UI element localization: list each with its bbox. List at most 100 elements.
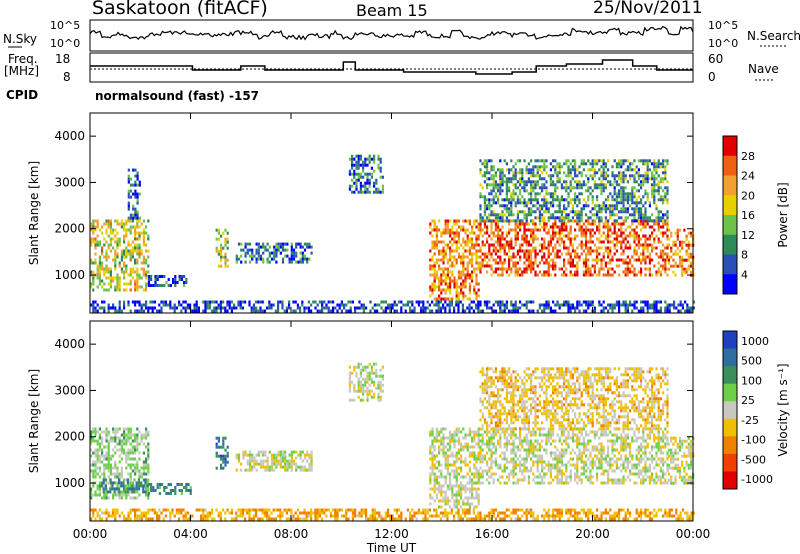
- range-cell: [556, 225, 559, 229]
- range-cell: [607, 168, 610, 172]
- range-cell: [240, 242, 243, 246]
- range-cell: [479, 255, 482, 259]
- range-cell: [505, 427, 508, 431]
- range-cell: [486, 177, 489, 181]
- range-cell: [508, 255, 511, 259]
- range-cell: [598, 219, 601, 223]
- range-cell: [567, 186, 570, 190]
- range-cell: [444, 273, 447, 277]
- range-cell: [543, 237, 546, 241]
- range-cell: [431, 457, 434, 461]
- range-cell: [140, 439, 143, 443]
- range-cell: [362, 386, 365, 390]
- range-cell: [681, 264, 684, 268]
- range-cell: [379, 398, 382, 402]
- range-cell: [129, 258, 132, 262]
- range-cell: [375, 368, 378, 372]
- range-cell: [473, 243, 476, 247]
- range-cell: [492, 309, 495, 313]
- range-cell: [105, 451, 108, 455]
- range-cell: [668, 303, 671, 307]
- range-cell: [640, 309, 643, 313]
- range-cell: [488, 439, 491, 443]
- range-cell: [657, 180, 660, 184]
- range-cell: [633, 252, 636, 256]
- range-cell: [676, 246, 679, 250]
- range-cell: [279, 465, 282, 469]
- range-cell: [486, 261, 489, 265]
- range-cell: [136, 249, 139, 253]
- range-cell: [514, 240, 517, 244]
- range-cell: [633, 168, 636, 172]
- range-cell: [438, 469, 441, 473]
- range-cell: [532, 264, 535, 268]
- range-cell: [514, 460, 517, 464]
- range-cell: [523, 249, 526, 253]
- range-cell: [651, 258, 654, 262]
- range-cell: [613, 204, 616, 208]
- range-cell: [582, 264, 585, 268]
- range-cell: [629, 192, 632, 196]
- range-cell: [488, 448, 491, 452]
- range-cell: [224, 228, 227, 232]
- range-cell: [466, 442, 469, 446]
- range-cell: [393, 303, 396, 307]
- range-cell: [567, 216, 570, 220]
- range-cell: [112, 448, 115, 452]
- range-cell: [631, 198, 634, 202]
- range-cell: [471, 478, 474, 482]
- range-cell: [464, 276, 467, 280]
- range-cell: [429, 496, 432, 500]
- range-cell: [136, 273, 139, 277]
- range-cell: [464, 496, 467, 500]
- range-cell: [224, 258, 227, 262]
- range-cell: [657, 159, 660, 163]
- range-cell: [585, 225, 588, 229]
- range-cell: [607, 195, 610, 199]
- range-cell: [567, 168, 570, 172]
- range-cell: [435, 297, 438, 301]
- range-cell: [353, 383, 356, 387]
- range-cell: [259, 462, 263, 466]
- range-cell: [248, 450, 252, 454]
- range-cell: [626, 201, 629, 205]
- range-cell: [554, 186, 557, 190]
- range-cell: [508, 210, 511, 214]
- range-cell: [554, 210, 557, 214]
- range-cell: [521, 168, 524, 172]
- range-cell: [508, 273, 511, 277]
- range-cell: [134, 496, 137, 500]
- range-cell: [629, 168, 632, 172]
- range-cell: [105, 433, 108, 437]
- range-cell: [355, 154, 358, 158]
- range-cell: [578, 228, 581, 232]
- range-cell: [534, 165, 537, 169]
- range-cell: [560, 228, 563, 232]
- range-cell: [510, 433, 513, 437]
- range-cell: [248, 248, 252, 252]
- range-cell: [455, 246, 458, 250]
- range-cell: [462, 502, 465, 506]
- range-cell: [127, 439, 130, 443]
- range-cell: [488, 466, 491, 470]
- range-cell: [462, 445, 465, 449]
- range-cell: [620, 192, 623, 196]
- range-cell: [578, 183, 581, 187]
- range-cell: [147, 469, 150, 473]
- range-cell: [129, 228, 132, 232]
- range-cell: [180, 278, 183, 281]
- range-cell: [689, 252, 693, 256]
- range-cell: [105, 454, 108, 458]
- range-cell: [138, 469, 141, 473]
- range-cell: [118, 306, 121, 310]
- range-cell: [101, 430, 104, 434]
- range-cell: [512, 472, 515, 476]
- range-cell: [338, 306, 341, 310]
- range-cell: [92, 451, 95, 455]
- range-cell: [442, 442, 445, 446]
- range-cell: [622, 174, 625, 178]
- range-cell: [558, 267, 561, 271]
- range-cell: [449, 436, 452, 440]
- range-cell: [455, 300, 458, 304]
- range-cell: [602, 300, 605, 304]
